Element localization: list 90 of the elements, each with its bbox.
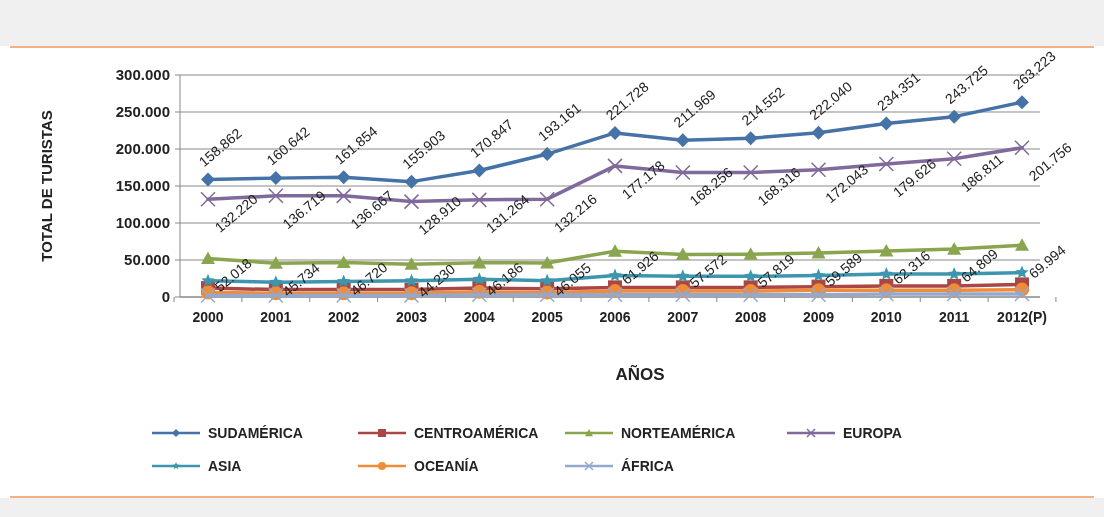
point xyxy=(675,164,691,181)
point xyxy=(1014,286,1030,302)
y-tick-label: 150.000 xyxy=(115,177,170,195)
x-tick-label: 2000 xyxy=(192,309,224,325)
point xyxy=(743,131,758,146)
x-tick-label: 2012(P) xyxy=(997,309,1047,325)
y-tick-label: 0 xyxy=(161,288,170,306)
x-tick-label: 2008 xyxy=(735,309,767,325)
point xyxy=(1014,139,1030,156)
x-tick-label: 2011 xyxy=(938,309,970,325)
point xyxy=(676,269,690,282)
point xyxy=(742,287,759,303)
point xyxy=(675,287,691,303)
point xyxy=(337,274,351,288)
x-tick-label: 2009 xyxy=(802,309,835,325)
point xyxy=(336,170,351,185)
point xyxy=(947,242,962,255)
point xyxy=(946,151,962,167)
y-tick-label: 100.000 xyxy=(115,214,170,232)
point xyxy=(811,245,826,259)
legend-label: OCEANÍA xyxy=(414,457,479,474)
x-tick-label: 2006 xyxy=(599,309,631,325)
point xyxy=(811,268,826,282)
point xyxy=(947,109,962,124)
point xyxy=(539,191,555,207)
legend-label: CENTROAMÉRICA xyxy=(414,424,539,441)
point xyxy=(404,273,419,287)
point xyxy=(472,163,487,178)
point xyxy=(878,286,895,302)
point xyxy=(471,192,488,208)
point xyxy=(540,147,555,162)
y-tick-label: 250.000 xyxy=(115,103,170,121)
legend-label: ÁFRICA xyxy=(621,457,674,474)
legend-label: NORTEAMÉRICA xyxy=(621,424,736,441)
point xyxy=(1015,238,1029,251)
point xyxy=(200,287,216,304)
point xyxy=(743,247,758,260)
legend-label: EUROPA xyxy=(843,424,902,441)
point xyxy=(472,255,487,269)
point xyxy=(1015,265,1029,279)
x-tick-label: 2002 xyxy=(328,309,360,325)
point xyxy=(403,193,420,210)
point xyxy=(608,268,622,282)
point xyxy=(201,172,215,187)
point xyxy=(404,174,419,189)
point xyxy=(540,255,555,269)
point xyxy=(607,158,623,174)
point xyxy=(540,273,554,287)
point xyxy=(268,256,283,269)
point xyxy=(201,251,215,265)
point xyxy=(1015,95,1029,110)
point xyxy=(811,125,826,140)
point xyxy=(946,286,962,302)
point xyxy=(335,188,352,204)
point xyxy=(675,133,690,148)
point xyxy=(336,255,351,269)
point xyxy=(268,171,283,186)
legend-label: ASIA xyxy=(208,457,242,474)
point xyxy=(200,191,216,207)
point xyxy=(472,272,486,285)
x-axis-title: AÑOS xyxy=(615,364,665,384)
legend-label: SUDAMÉRICA xyxy=(208,424,303,441)
point xyxy=(744,269,758,282)
x-tick-label: 2001 xyxy=(260,309,292,325)
point xyxy=(878,156,895,172)
point xyxy=(742,164,759,181)
point xyxy=(675,247,690,260)
point xyxy=(404,257,419,270)
point xyxy=(810,287,827,303)
point xyxy=(810,161,827,178)
y-tick-label: 200.000 xyxy=(115,140,170,158)
point xyxy=(947,267,961,280)
point xyxy=(879,116,894,131)
x-tick-label: 2004 xyxy=(463,309,496,325)
point xyxy=(608,125,622,140)
y-axis-title: TOTAL DE TURISTAS xyxy=(38,110,55,262)
point xyxy=(471,287,488,303)
point xyxy=(269,275,283,288)
x-tick-label: 2010 xyxy=(870,309,903,325)
point xyxy=(201,273,215,287)
point xyxy=(879,243,894,257)
x-tick-label: 2003 xyxy=(395,309,428,325)
point xyxy=(268,188,284,204)
point xyxy=(607,287,623,303)
y-tick-label: 50.000 xyxy=(124,251,170,269)
x-tick-label: 2005 xyxy=(531,309,563,325)
point xyxy=(879,267,893,280)
point xyxy=(608,244,622,257)
y-tick-label: 300.000 xyxy=(115,66,170,84)
x-tick-label: 2007 xyxy=(667,309,699,325)
